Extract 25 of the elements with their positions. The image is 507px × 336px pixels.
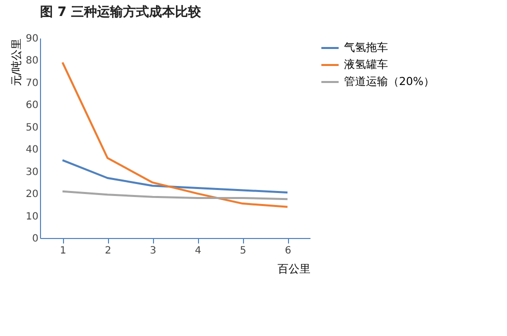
legend-label: 液氢罐车 [344, 58, 388, 71]
line-series [62, 190, 288, 200]
y-tick-label: 10 [26, 211, 38, 222]
x-tick-label: 2 [104, 246, 112, 256]
x-tick-label: 5 [240, 246, 246, 256]
y-tick-label: 30 [26, 166, 38, 178]
legend-label: 管道运输（20%） [344, 75, 434, 88]
x-tick-label: 6 [284, 246, 292, 256]
y-tick-label: 50 [26, 122, 38, 134]
chart-title: 图 7 三种运输方式成本比较 [40, 4, 202, 20]
line-series [62, 61, 288, 208]
legend-label: 气氢拖车 [344, 41, 388, 54]
y-tick-label: 0 [32, 234, 38, 244]
x-axis-title: 百公里 [278, 262, 310, 276]
line-series [62, 159, 288, 194]
x-tick-label: 4 [194, 246, 202, 256]
x-tick-label: 3 [150, 246, 156, 256]
x-tick-label: 1 [60, 246, 66, 256]
y-tick-label: 80 [26, 56, 38, 67]
y-tick-label: 20 [26, 189, 38, 200]
y-axis-title: 元/吨公里 [10, 38, 23, 86]
y-tick-label: 60 [26, 100, 38, 112]
y-tick-label: 70 [26, 78, 38, 89]
y-tick-label: 40 [26, 144, 38, 156]
y-tick-label: 90 [26, 34, 38, 44]
